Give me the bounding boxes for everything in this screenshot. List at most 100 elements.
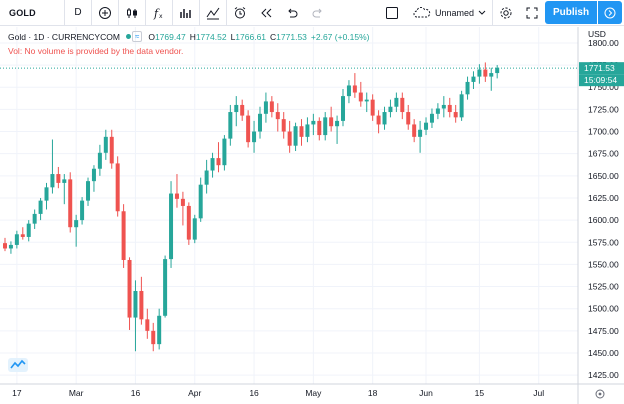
price-tick-label: 1725.00 (588, 104, 619, 114)
candle-body (346, 85, 351, 97)
candle-body (329, 117, 334, 127)
axis-settings-button[interactable] (595, 389, 605, 399)
time-tick-label: Apr (188, 388, 201, 398)
candlestick-chart[interactable]: 1425.00 1450.00 1475.00 1500.00 1525.00 1550.… (0, 27, 624, 404)
candle-body (62, 179, 67, 183)
last-price-label: 1771.53 15:09:54 (579, 62, 624, 87)
toolbar-divider (64, 0, 65, 26)
candle-body (3, 243, 7, 249)
candle-body (97, 152, 102, 169)
candle-body (382, 112, 387, 125)
candle-body (38, 200, 43, 214)
candle-body (240, 104, 245, 116)
chart-pane[interactable]: Gold · 1D · CURRENCYCOM ≈ O1769.47 H1774… (0, 27, 624, 404)
candle-body (495, 67, 500, 74)
time-tick-label: 15 (475, 388, 485, 398)
fullscreen-icon[interactable] (519, 0, 545, 26)
market-open-dot-icon (125, 34, 131, 39)
templates-icon[interactable] (173, 0, 199, 26)
candle-body (157, 315, 162, 345)
alert-icon[interactable] (227, 0, 253, 26)
candle-body (210, 158, 215, 171)
svg-text:1771.53: 1771.53 (584, 63, 615, 73)
candle-body (281, 119, 286, 132)
candle-body (50, 174, 55, 188)
cloud-icon (413, 6, 431, 17)
symbol-search-button[interactable]: GOLD (9, 7, 36, 18)
candle-body (269, 101, 274, 113)
candle-body (388, 106, 393, 113)
candle-body (174, 193, 179, 199)
candle-body (133, 290, 138, 318)
series-title: Gold · 1D · CURRENCYCOM (8, 31, 120, 42)
ohlc-change: +2.67 (+0.15%) (310, 31, 370, 42)
candle-body (109, 136, 114, 164)
compare-icon[interactable] (92, 0, 118, 26)
layout-icon[interactable] (379, 0, 405, 26)
candle-body (86, 181, 91, 201)
candle-body (198, 184, 203, 219)
candle-body (418, 129, 423, 137)
play-circle-icon (604, 7, 616, 18)
tradingview-logo[interactable] (8, 358, 28, 377)
price-tick-label: 1675.00 (588, 149, 619, 159)
replay-icon[interactable] (253, 0, 279, 26)
candle-body (352, 85, 357, 93)
candle-body (453, 112, 458, 118)
toolbar-divider (172, 0, 173, 26)
candle-body (447, 104, 452, 113)
time-tick-label: Jul (533, 388, 544, 398)
redo-icon[interactable] (305, 0, 331, 26)
candle-body (293, 126, 298, 146)
interval-button[interactable]: D (74, 7, 82, 18)
ohlc-close: C1771.53 (270, 31, 307, 42)
price-tick-label: 1800.00 (588, 38, 619, 48)
candle-body (489, 73, 494, 77)
candle-body (275, 112, 280, 120)
time-tick-label: Jun (419, 388, 433, 398)
time-tick-label: 16 (131, 388, 141, 398)
candle-body (341, 96, 346, 121)
price-tick-label: 1450.00 (588, 348, 619, 358)
candle-body (311, 120, 316, 125)
toolbar-divider (91, 0, 92, 26)
candle-body (32, 213, 37, 224)
candle-body (216, 158, 221, 166)
data-delay-icon: ≈ (131, 31, 143, 42)
publish-button[interactable]: Publish (545, 1, 597, 24)
candle-body (252, 131, 257, 143)
layout-name: Unnamed (435, 7, 475, 18)
toolbar-divider (199, 0, 200, 26)
svg-text:x: x (159, 13, 163, 20)
layout-name-button[interactable]: Unnamed (407, 0, 492, 26)
candle-body (317, 120, 322, 136)
chevron-down-icon (478, 10, 486, 15)
toolbar-divider (226, 0, 227, 26)
candle-body (121, 211, 126, 260)
settings-icon[interactable] (493, 0, 519, 26)
candle-body (477, 69, 482, 77)
candle-body (305, 124, 310, 137)
candle-body (14, 234, 19, 245)
publish-menu-button[interactable] (598, 1, 622, 24)
candle-body (139, 290, 144, 320)
candles-icon[interactable] (119, 0, 145, 26)
financials-icon[interactable] (200, 0, 226, 26)
price-tick-label: 1600.00 (588, 215, 619, 225)
volume-note: Vol: No volume is provided by the data v… (8, 46, 184, 56)
price-tick-label: 1575.00 (588, 237, 619, 247)
candle-body (115, 163, 120, 212)
time-tick-label: 18 (368, 388, 378, 398)
price-tick-label: 1525.00 (588, 282, 619, 292)
undo-icon[interactable] (279, 0, 305, 26)
price-tick-label: 1750.00 (588, 82, 619, 92)
candle-body (471, 76, 476, 82)
time-tick-label: May (305, 388, 322, 398)
candle-body (299, 126, 304, 137)
candle-body (180, 198, 185, 206)
candle-body (91, 168, 96, 182)
candle-body (459, 94, 464, 118)
ohlc-low: L1766.61 (230, 31, 267, 42)
